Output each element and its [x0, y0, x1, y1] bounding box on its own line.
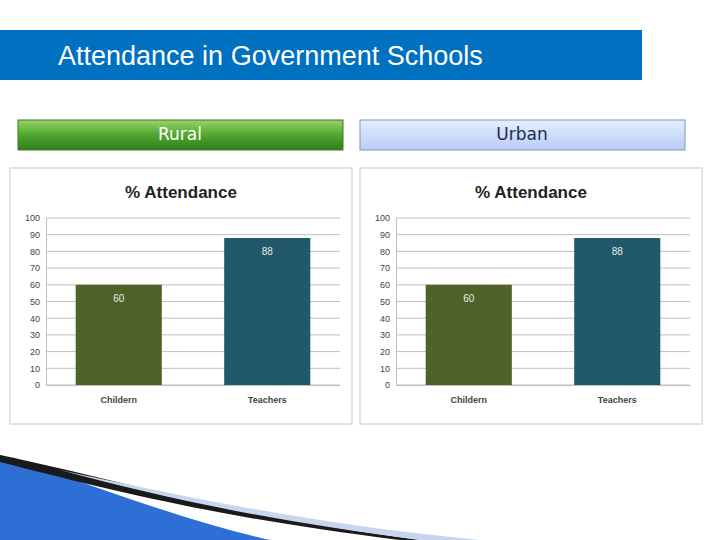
chart-frame — [360, 168, 702, 424]
y-tick: 20 — [380, 347, 396, 357]
y-tick-label: 100 — [25, 213, 40, 223]
y-tick: 70 — [380, 263, 396, 273]
y-tick-label: 30 — [30, 330, 40, 340]
chart-panel: % Attendance 0 10 20 30 40 50 60 70 80 90 100 Childe… — [360, 168, 702, 424]
panel-title: Rural — [158, 124, 202, 144]
x-axis-line — [47, 385, 341, 386]
y-axis-line — [46, 219, 47, 386]
y-tick-label: 0 — [385, 380, 390, 390]
bar — [426, 285, 512, 385]
panel-header — [18, 120, 343, 150]
y-tick: 80 — [30, 247, 46, 257]
x-tick-label: Teachers — [248, 395, 287, 405]
y-tick: 10 — [30, 364, 46, 374]
grid-line — [396, 234, 690, 235]
panel-header — [360, 120, 685, 150]
y-tick-label: 80 — [30, 247, 40, 257]
plot-area: 0 10 20 30 40 50 60 70 80 90 100 Childern Teachers 60… — [375, 213, 691, 405]
y-tick-label: 20 — [30, 347, 40, 357]
x-axis: Childern Teachers — [397, 385, 691, 405]
y-tick: 60 — [30, 280, 46, 290]
chart-panel: % Attendance 0 10 20 30 40 50 60 70 80 90 100 Childe… — [10, 168, 352, 424]
x-tick-label: Teachers — [598, 395, 637, 405]
chart-title: % Attendance — [125, 183, 237, 202]
x-axis-line — [397, 385, 691, 386]
data-labels: 60 88 — [113, 246, 273, 304]
panel-title: Urban — [496, 124, 547, 144]
y-tick-label: 40 — [380, 314, 390, 324]
y-tick-label: 20 — [380, 347, 390, 357]
data-labels: 60 88 — [463, 246, 623, 304]
y-tick: 0 — [35, 380, 46, 390]
y-tick: 30 — [30, 330, 46, 340]
y-tick-label: 90 — [30, 230, 40, 240]
title-banner — [0, 30, 642, 80]
y-tick: 80 — [380, 247, 396, 257]
y-tick-label: 50 — [30, 297, 40, 307]
y-tick: 20 — [30, 347, 46, 357]
grid-line — [46, 218, 340, 219]
y-axis-line — [396, 219, 397, 386]
y-tick-label: 50 — [380, 297, 390, 307]
y-tick: 40 — [380, 314, 396, 324]
bar — [574, 238, 660, 385]
slide: Attendance in Government Schools Rural % A… — [0, 0, 720, 540]
y-tick-label: 100 — [375, 213, 390, 223]
grid-line — [396, 218, 690, 219]
y-tick: 90 — [30, 230, 46, 240]
x-axis: Childern Teachers — [47, 385, 341, 405]
y-tick-label: 10 — [30, 364, 40, 374]
bar — [224, 238, 310, 385]
y-tick-label: 40 — [30, 314, 40, 324]
y-tick: 0 — [385, 380, 396, 390]
y-tick: 40 — [30, 314, 46, 324]
chart-title: % Attendance — [475, 183, 587, 202]
y-tick-label: 90 — [380, 230, 390, 240]
data-label: 60 — [463, 293, 475, 304]
y-tick-label: 0 — [35, 380, 40, 390]
y-tick: 10 — [380, 364, 396, 374]
x-tick-label: Childern — [450, 395, 487, 405]
y-tick: 100 — [25, 213, 46, 223]
x-tick: Childern — [450, 385, 487, 405]
y-tick-label: 10 — [380, 364, 390, 374]
y-tick: 50 — [30, 297, 46, 307]
y-axis: 0 10 20 30 40 50 60 70 80 90 100 — [25, 213, 47, 390]
y-tick-label: 80 — [380, 247, 390, 257]
data-label: 60 — [113, 293, 125, 304]
bars — [426, 238, 661, 385]
grid — [396, 218, 690, 385]
y-tick: 50 — [380, 297, 396, 307]
chart-frame — [10, 168, 352, 424]
y-tick: 70 — [30, 263, 46, 273]
y-tick-label: 60 — [380, 280, 390, 290]
plot-area: 0 10 20 30 40 50 60 70 80 90 100 Childern Teachers 60… — [25, 213, 341, 405]
x-tick-label: Childern — [100, 395, 137, 405]
x-tick: Teachers — [598, 385, 637, 405]
decoration — [60, 470, 480, 540]
y-tick: 100 — [375, 213, 396, 223]
y-tick: 90 — [380, 230, 396, 240]
y-tick: 30 — [380, 330, 396, 340]
bars — [76, 238, 311, 385]
y-tick-label: 30 — [380, 330, 390, 340]
grid-line — [46, 234, 340, 235]
y-tick-label: 60 — [30, 280, 40, 290]
y-tick: 60 — [380, 280, 396, 290]
page-title: Attendance in Government Schools — [58, 41, 483, 71]
data-label: 88 — [262, 246, 274, 257]
x-tick: Teachers — [248, 385, 287, 405]
x-tick: Childern — [100, 385, 137, 405]
grid — [46, 218, 340, 385]
y-axis: 0 10 20 30 40 50 60 70 80 90 100 — [375, 213, 397, 390]
y-tick-label: 70 — [30, 263, 40, 273]
data-label: 88 — [612, 246, 624, 257]
y-tick-label: 70 — [380, 263, 390, 273]
bar — [76, 285, 162, 385]
